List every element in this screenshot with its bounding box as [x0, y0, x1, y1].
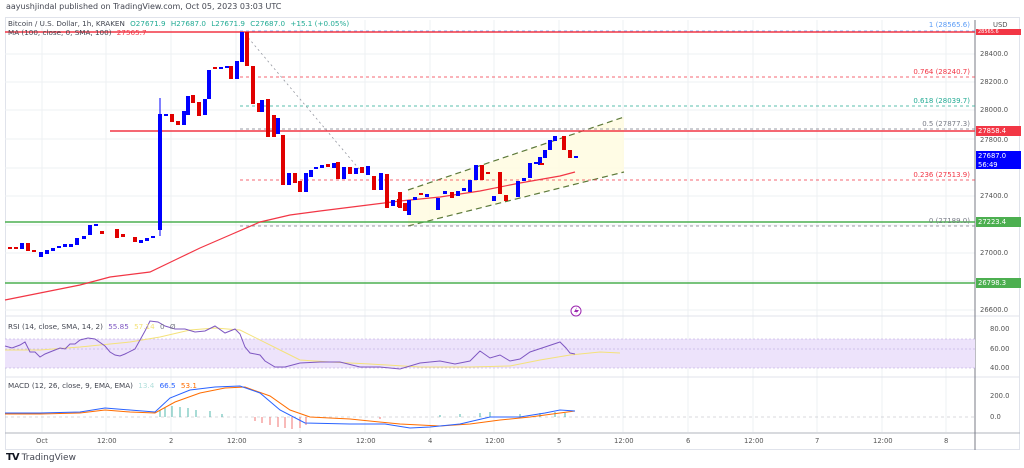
ohlc-change: +15.1 (+0.05%)	[290, 19, 350, 28]
fib-label-0764: 0.764 (28240.7)	[913, 68, 970, 76]
candlesticks	[8, 32, 578, 257]
price-tick: 28200.0	[980, 78, 1009, 86]
macd-histogram	[159, 406, 566, 429]
price-tag-27858: 27858.4	[976, 126, 1021, 136]
macd-value: 66.5	[159, 381, 176, 390]
rsi-value: 55.85	[108, 322, 129, 331]
price-tag-28565: 28565.6	[976, 29, 1021, 35]
fib-label-0618: 0.618 (28039.7)	[913, 97, 970, 105]
macd-signal-line	[5, 386, 576, 427]
rsi-v3: 0	[159, 322, 165, 331]
current-price: 27687.0	[978, 152, 1007, 160]
ascending-channel	[408, 117, 624, 226]
channel-lower-line	[407, 171, 625, 227]
rsi-legend[interactable]: RSI (14, close, SMA, 14, 2) 55.85 57.14 …	[8, 322, 179, 331]
rsi-tick: 40.00	[990, 364, 1010, 372]
macd-legend[interactable]: MACD (12, 26, close, 9, EMA, EMA) 13.4 6…	[8, 381, 200, 390]
symbol-legend[interactable]: Bitcoin / U.S. Dollar, 1h, KRAKEN O27671…	[8, 19, 352, 28]
time-tick: Oct	[36, 437, 48, 445]
price-tag-27223: 27223.4	[976, 217, 1021, 227]
published-caption: aayushjindal published on TradingView.co…	[6, 2, 282, 11]
macd-label: MACD (12, 26, close, 9, EMA, EMA)	[8, 381, 133, 390]
ma-label: MA (100, close, 0, SMA, 100)	[8, 28, 112, 37]
time-tick: 6	[686, 437, 691, 445]
price-tick: 27400.0	[980, 192, 1009, 200]
rsi-v4: Ø	[169, 322, 176, 331]
fib-label-0236: 0.236 (27513.9)	[913, 171, 970, 179]
rsi-sma-line	[5, 327, 621, 368]
time-tick: 12:00	[614, 437, 634, 445]
fib-label-1: 1 (28565.6)	[929, 21, 970, 29]
macd-hist-value: 13.4	[138, 381, 155, 390]
chart-frame	[5, 17, 1020, 450]
time-tick: 8	[944, 437, 949, 445]
macd-signal-value: 53.1	[180, 381, 197, 390]
rsi-tick: 80.00	[990, 325, 1010, 333]
time-tick: 12:00	[227, 437, 247, 445]
time-tick: 12:00	[744, 437, 764, 445]
ma-value: 27565.7	[116, 28, 147, 37]
rsi-tick: 60.00	[990, 345, 1010, 353]
time-tick: 2	[169, 437, 174, 445]
symbol-title: Bitcoin / U.S. Dollar, 1h, KRAKEN	[8, 19, 125, 28]
time-tick: 12:00	[97, 437, 117, 445]
price-tag-26798: 26798.3	[976, 278, 1021, 288]
time-tick: 3	[298, 437, 303, 445]
rsi-line	[4, 320, 576, 370]
ma-legend[interactable]: MA (100, close, 0, SMA, 100) 27565.7	[8, 28, 150, 37]
current-price-tag: 27687.0 56:49	[976, 151, 1021, 169]
macd-tick: 0.0	[990, 413, 1001, 421]
price-tick: 28000.0	[980, 106, 1009, 114]
time-tick: 5	[557, 437, 562, 445]
time-tick: 7	[815, 437, 820, 445]
tradingview-logo-icon: TV	[6, 452, 20, 463]
time-tick: 12:00	[873, 437, 893, 445]
tradingview-brand: TradingView	[21, 452, 76, 463]
ohlc-low: L27671.9	[211, 19, 245, 28]
horizontal-gridlines	[5, 53, 975, 311]
ohlc-high: H27687.0	[170, 19, 206, 28]
currency-label: USD	[993, 21, 1008, 29]
rsi-label: RSI (14, close, SMA, 14, 2)	[8, 322, 103, 331]
fibonacci-retracement	[240, 30, 975, 227]
rsi-sma-value: 57.14	[134, 322, 155, 331]
price-tick: 26600.0	[980, 306, 1009, 314]
ohlc-open: O27671.9	[130, 19, 166, 28]
event-flash-icon[interactable]	[570, 305, 582, 317]
fib-label-05: 0.5 (27877.3)	[922, 120, 970, 128]
time-tick: 12:00	[356, 437, 376, 445]
bar-countdown: 56:49	[978, 161, 998, 169]
time-tick: 4	[428, 437, 433, 445]
ohlc-close: C27687.0	[250, 19, 286, 28]
rsi-band	[5, 339, 975, 368]
price-tick: 27800.0	[980, 136, 1009, 144]
tradingview-logo[interactable]: TV TradingView	[6, 452, 76, 463]
price-tick: 28400.0	[980, 50, 1009, 58]
macd-line	[5, 385, 576, 429]
time-tick: 12:00	[485, 437, 505, 445]
fib-label-0: 0 (27189.0)	[929, 217, 970, 225]
macd-tick: 200.0	[990, 392, 1010, 400]
ma-100-line	[4, 171, 576, 301]
price-tick: 27000.0	[980, 249, 1009, 257]
